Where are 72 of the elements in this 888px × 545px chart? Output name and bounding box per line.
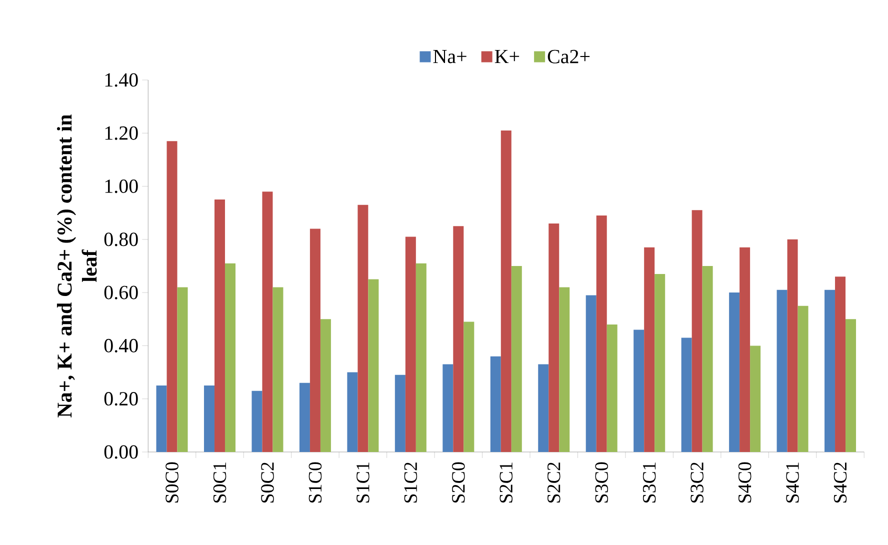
y-tick-label: 0.00 — [104, 445, 138, 459]
x-tick-label: S1C1 — [356, 462, 370, 502]
bar — [177, 287, 188, 452]
bar — [538, 364, 549, 452]
y-tick-label: 0.20 — [104, 392, 138, 406]
bar — [214, 200, 225, 452]
bar — [347, 372, 358, 452]
x-tick-label: S2C1 — [500, 462, 513, 502]
x-tick-label: S1C0 — [308, 462, 322, 502]
y-axis-title: Na+, K+ and Ca2+ (%) content in leaf — [56, 114, 97, 418]
legend-label: Ca2+ — [548, 50, 590, 64]
y-tick-label: 1.20 — [105, 126, 138, 140]
x-tick-label: S4C2 — [834, 462, 847, 502]
x-tick-label: S3C2 — [690, 462, 704, 502]
y-tick-label: 0.40 — [104, 338, 138, 352]
x-tick-label: S1C2 — [404, 462, 418, 502]
y-tick-label: 1.40 — [105, 73, 138, 87]
bar — [729, 292, 740, 452]
x-tick-label: S0C1 — [213, 462, 226, 502]
bar — [464, 322, 474, 452]
bar — [692, 210, 702, 452]
bar — [606, 324, 618, 452]
x-tick-label: S2C0 — [452, 462, 465, 502]
bar — [634, 330, 644, 452]
bar — [262, 192, 273, 452]
bar — [681, 338, 692, 452]
bar — [166, 141, 178, 452]
y-tick-label: 1.00 — [105, 179, 138, 194]
bar — [405, 236, 416, 452]
bar — [846, 319, 856, 452]
bar — [798, 306, 808, 452]
bar — [740, 247, 750, 452]
bar — [310, 228, 320, 452]
x-tick-label: S4C1 — [786, 462, 799, 502]
bar — [204, 386, 214, 452]
bar — [252, 390, 262, 452]
x-tick-label: S0C2 — [261, 462, 274, 502]
bar — [644, 247, 655, 452]
bar — [776, 290, 788, 452]
bar — [156, 386, 167, 452]
bar — [654, 274, 666, 452]
bar — [586, 295, 596, 452]
legend-label: K+ — [494, 50, 520, 64]
y-tick-label: 0.80 — [104, 232, 138, 246]
x-tick-label: S0C0 — [166, 462, 178, 502]
bar — [750, 346, 761, 452]
x-tick-label: S4C0 — [738, 462, 752, 502]
legend-label: Na+ — [433, 50, 466, 64]
bar — [511, 266, 522, 452]
bar — [702, 266, 713, 452]
x-tick-label: S3C0 — [595, 462, 608, 502]
x-tick-label: S2C2 — [547, 462, 560, 502]
bar — [824, 290, 836, 452]
bar — [368, 279, 379, 452]
bar — [559, 287, 570, 452]
bar — [596, 216, 607, 452]
y-tick-label: 0.60 — [104, 286, 138, 300]
bar — [320, 319, 331, 452]
bar — [358, 204, 368, 452]
bar — [548, 223, 560, 452]
bar — [442, 364, 454, 452]
bar — [453, 226, 464, 452]
bar — [394, 374, 406, 452]
bar — [787, 239, 798, 452]
x-tick-label: S3C1 — [642, 462, 656, 502]
bar — [835, 276, 846, 452]
bar — [416, 263, 426, 452]
bar — [299, 382, 310, 452]
bar — [272, 287, 284, 452]
bar — [224, 263, 236, 452]
bar — [500, 130, 512, 452]
bar — [490, 356, 501, 452]
